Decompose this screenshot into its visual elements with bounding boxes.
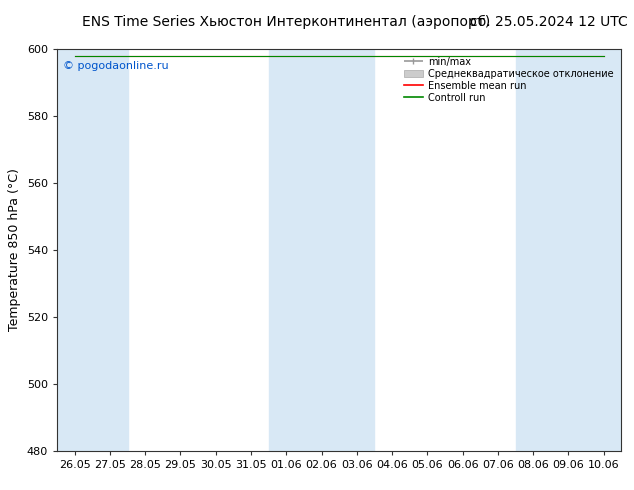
Y-axis label: Temperature 850 hPa (°C): Temperature 850 hPa (°C): [8, 169, 21, 331]
Bar: [269, 49, 375, 451]
Text: © pogodaonline.ru: © pogodaonline.ru: [63, 61, 169, 71]
Legend: min/max, Среднеквадратическое отклонение, Ensemble mean run, Controll run: min/max, Среднеквадратическое отклонение…: [401, 54, 616, 105]
Text: ENS Time Series Хьюстон Интерконтинентал (аэропорт): ENS Time Series Хьюстон Интерконтинентал…: [82, 15, 491, 29]
Text: сб. 25.05.2024 12 UTC: сб. 25.05.2024 12 UTC: [470, 15, 628, 29]
Bar: [57, 49, 127, 451]
Bar: [515, 49, 621, 451]
